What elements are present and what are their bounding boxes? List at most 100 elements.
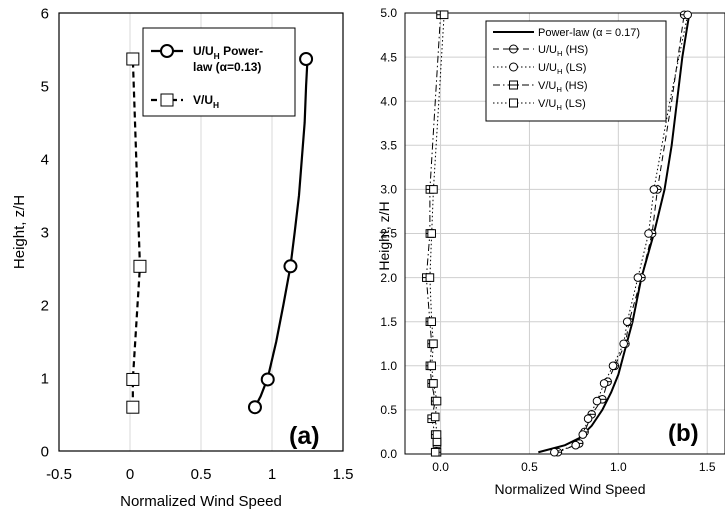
data-point [430,412,440,422]
x-tick-label: 0.0 [432,460,449,474]
data-point [608,361,618,371]
y-tick-label: 6 [41,5,49,22]
data-point [427,229,436,238]
data-point [583,414,593,424]
x-tick-label: 1.5 [699,460,716,474]
data-point [439,10,449,20]
legend-label: Power-law (α = 0.17) [538,27,640,39]
y-tick-label: 2.5 [380,227,397,241]
data-point [622,317,632,327]
series-2 [550,10,692,457]
legend-label: V/UH [193,93,219,110]
series-line [554,14,689,453]
data-point [644,229,653,238]
data-point [425,273,435,282]
data-point [571,440,580,450]
data-point [427,317,436,326]
y-tick-label: 0.0 [380,447,397,461]
legend-label: U/UH (HS) [538,44,588,58]
data-point [432,437,442,446]
chart-a-legend: U/UH Power-law (α=0.13) V/UH [142,27,296,117]
y-tick-label: 1.0 [380,359,397,373]
x-tick-label: 1.5 [333,466,354,483]
chart-b-series [422,10,692,457]
legend-swatch-marker [160,93,174,107]
data-point [429,185,438,194]
legend-label: U/UH Power- [193,44,263,61]
data-point [649,185,659,194]
y-tick-label: 0.5 [380,403,397,417]
chart-b-y-axis-label: Height, z/H [376,201,392,270]
data-point [299,51,314,66]
legend-label-line2: law (α=0.13) [193,60,261,74]
legend-swatch-marker [160,44,174,58]
data-point [550,447,559,457]
series-line [131,58,142,408]
chart-a-x-tick-labels: -0.5 0 0.5 1 1.5 [46,466,353,483]
y-tick-label: 2 [41,297,49,314]
data-point [247,400,262,415]
y-tick-label: 5.0 [380,6,397,20]
data-point [133,259,147,273]
chart-a-x-axis-label: Normalized Wind Speed [120,493,282,510]
x-tick-label: -0.5 [46,466,72,483]
data-point [633,273,643,282]
y-tick-label: 4.0 [380,94,397,108]
chart-b-x-axis-label: Normalized Wind Speed [495,481,646,497]
legend-label: U/UH (LS) [538,62,586,76]
data-point [283,259,298,274]
x-tick-label: 0 [126,466,134,483]
data-point [429,339,438,349]
data-point [126,52,140,66]
y-tick-label: 0 [41,443,49,460]
chart-b-plot-frame [404,12,725,455]
y-tick-label: 3.0 [380,183,397,197]
data-point [432,396,442,406]
chart-b-panel-label: (b) [668,420,699,447]
y-tick-label: 2.0 [380,271,397,285]
chart-b: 0.0 0.5 1.0 1.5 2.0 2.5 3.0 3.5 4.0 4.5 5.0 0.0 0.5… [376,6,725,497]
data-point [427,361,436,371]
data-point [126,372,140,386]
legend-swatch-marker [509,98,518,108]
legend-label: V/UH (LS) [538,98,586,112]
chart-a-panel-label: (a) [289,422,320,450]
chart-b-grid [405,13,725,454]
y-tick-label: 5 [41,78,49,95]
chart-a-y-tick-labels: 0 1 2 3 4 5 6 [41,5,49,460]
y-tick-label: 4.5 [380,50,397,64]
chart-b-y-tick-labels: 0.0 0.5 1.0 1.5 2.0 2.5 3.0 3.5 4.0 4.5 5.0 [380,6,397,461]
chart-b-legend: Power-law (α = 0.17) U/UH (HS) U/UH (LS) V/… [485,20,667,122]
data-point [430,447,440,457]
data-point [683,10,692,20]
data-point [599,379,609,388]
series-line [557,14,685,453]
data-point [432,430,442,439]
chart-b-x-tick-labels: 0.0 0.5 1.0 1.5 [432,460,716,474]
series-1 [126,52,147,414]
x-tick-label: 1.0 [610,460,627,474]
chart-a: 0 1 2 3 4 5 6 -0.5 0 0.5 1 1.5 Normalized Wind Spe… [11,5,353,510]
chart-a-series [126,51,314,415]
x-tick-label: 1 [268,466,276,483]
y-tick-label: 3 [41,224,49,241]
legend-label: V/UH (HS) [538,80,588,94]
data-point [260,372,275,387]
y-tick-label: 4 [41,151,49,168]
data-point [578,430,588,439]
chart-a-y-axis-label: Height, z/H [11,195,28,269]
data-point [429,379,438,388]
legend-swatch-marker [509,62,518,72]
series-4 [425,10,449,457]
data-point [619,339,628,349]
series-0 [247,51,314,415]
y-tick-label: 1 [41,370,49,387]
x-tick-label: 0.5 [191,466,212,483]
y-tick-label: 3.5 [380,139,397,153]
x-tick-label: 0.5 [521,460,538,474]
chart-a-plot-frame [58,12,344,452]
data-point [592,396,602,406]
data-point [126,400,140,414]
